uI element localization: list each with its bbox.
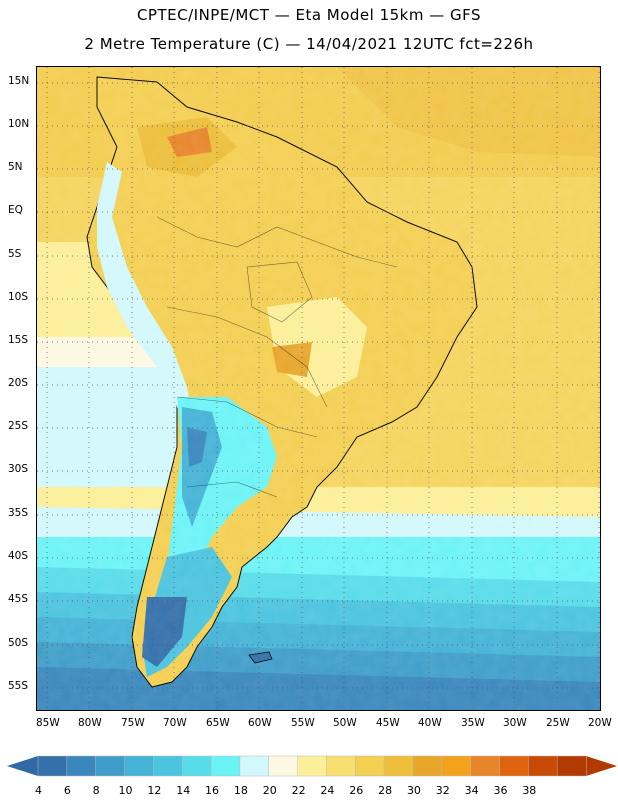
longitude-label: 45W (376, 717, 400, 729)
colorbar-label: 12 (147, 784, 162, 797)
texture-overlay (37, 67, 600, 710)
colorbar-segment (470, 755, 501, 777)
colorbar-label: 16 (205, 784, 220, 797)
latitude-label: 50S (8, 637, 29, 649)
colorbar-label: 6 (63, 784, 71, 797)
colorbar-label: 36 (493, 784, 508, 797)
colorbar-label: 22 (291, 784, 306, 797)
map-title-line2: 2 Metre Temperature (C) — 14/04/2021 12U… (84, 35, 534, 53)
colorbar-label: 14 (176, 784, 191, 797)
colorbar-segment (355, 755, 385, 777)
latitude-label: 10S (8, 291, 29, 303)
colorbar-segment (124, 755, 155, 777)
colorbar-segment (239, 755, 270, 777)
colorbar-segment (95, 755, 126, 777)
colorbar-segment (210, 755, 241, 777)
colorbar-label: 8 (92, 784, 100, 797)
temperature-map (36, 66, 601, 711)
longitude-label: 80W (78, 717, 102, 729)
map-canvas (37, 67, 600, 710)
colorbar-segments (37, 755, 587, 777)
colorbar-label: 30 (406, 784, 421, 797)
colorbar-label: 38 (522, 784, 537, 797)
colorbar-high-arrow (586, 756, 617, 776)
colorbar-segment (326, 755, 357, 777)
latitude-label: 30S (8, 463, 29, 475)
colorbar-segment (499, 755, 530, 777)
colorbar-segment (66, 755, 97, 777)
latitude-label: 5S (8, 248, 22, 260)
latitude-label: 35S (8, 507, 29, 519)
colorbar-segment (556, 755, 587, 777)
colorbar-label: 32 (435, 784, 450, 797)
latitude-label: 20S (8, 377, 29, 389)
colorbar-label: 28 (378, 784, 393, 797)
longitude-label: 60W (248, 717, 272, 729)
latitude-label: 5N (8, 161, 23, 173)
colorbar (7, 755, 617, 777)
colorbar-label: 20 (262, 784, 277, 797)
latitude-label: 45S (8, 593, 29, 605)
longitude-label: 70W (163, 717, 187, 729)
longitude-label: 25W (546, 717, 570, 729)
longitude-label: 35W (461, 717, 485, 729)
colorbar-segment (528, 755, 558, 777)
colorbar-segment (383, 755, 414, 777)
colorbar-segment (441, 755, 472, 777)
longitude-label: 30W (503, 717, 527, 729)
longitude-label: 55W (291, 717, 315, 729)
colorbar-label: 18 (233, 784, 248, 797)
longitude-label: 85W (36, 717, 60, 729)
latitude-label: 40S (8, 550, 29, 562)
latitude-label: 15N (8, 75, 30, 87)
longitude-label: 50W (333, 717, 357, 729)
latitude-label: EQ (8, 204, 23, 216)
colorbar-segment (37, 755, 68, 777)
colorbar-low-arrow (7, 756, 38, 776)
colorbar-label: 24 (320, 784, 335, 797)
longitude-label: 65W (206, 717, 230, 729)
colorbar-label: 34 (464, 784, 479, 797)
colorbar-label: 26 (349, 784, 364, 797)
colorbar-segment (181, 755, 212, 777)
colorbar-segment (153, 755, 183, 777)
latitude-label: 55S (8, 680, 29, 692)
colorbar-segment (268, 755, 299, 777)
longitude-label: 75W (121, 717, 145, 729)
longitude-label: 40W (418, 717, 442, 729)
lat-lon-grid (37, 67, 600, 710)
colorbar-label: 4 (35, 784, 42, 797)
colorbar-segment (297, 755, 328, 777)
longitude-label: 20W (588, 717, 612, 729)
colorbar-label: 10 (118, 784, 133, 797)
latitude-label: 15S (8, 334, 29, 346)
colorbar-segment (412, 755, 443, 777)
map-title-line1: CPTEC/INPE/MCT — Eta Model 15km — GFS (136, 6, 482, 24)
latitude-label: 25S (8, 420, 29, 432)
latitude-label: 10N (8, 118, 30, 130)
